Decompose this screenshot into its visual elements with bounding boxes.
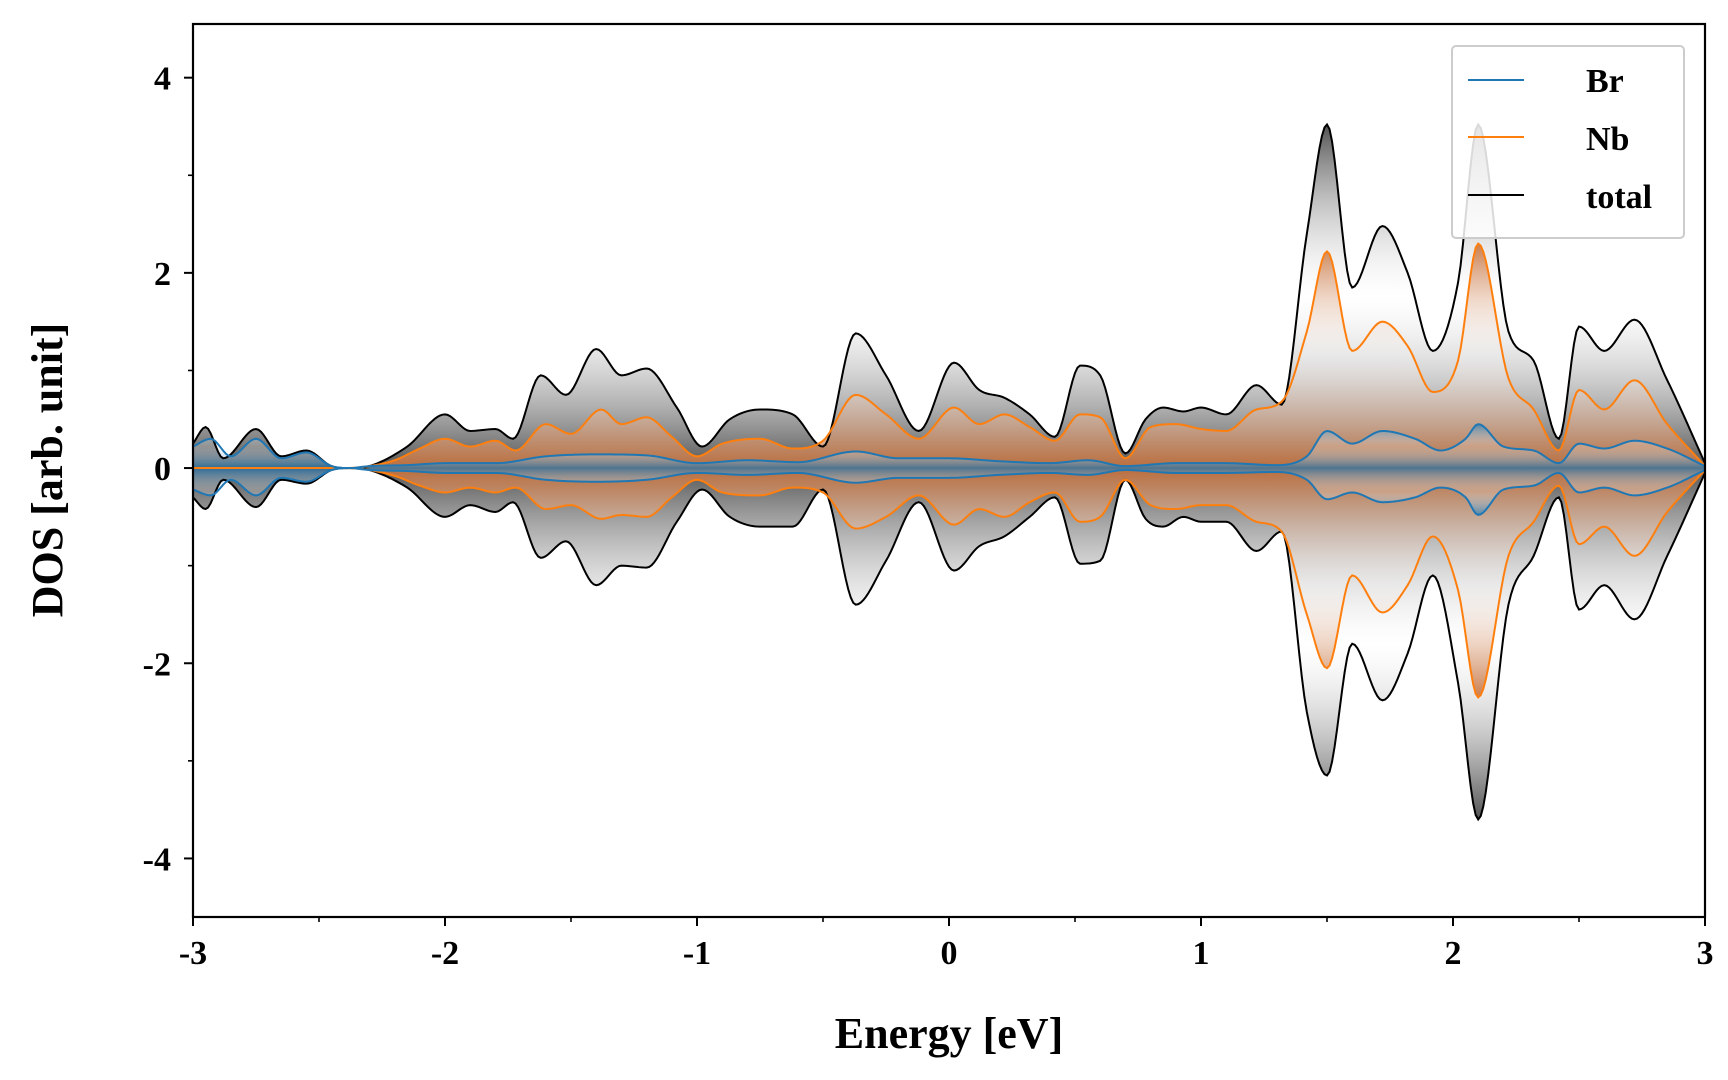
line-total-up	[193, 122, 1705, 470]
line-nb-up	[193, 242, 1705, 470]
x-axis-title: Energy [eV]	[835, 1009, 1064, 1058]
x-tick-label: 1	[1193, 935, 1210, 972]
series-line-br	[193, 423, 1705, 516]
dos-line-layer	[193, 122, 1705, 822]
fill-br-down	[193, 468, 1705, 515]
series-line-total	[193, 122, 1705, 822]
x-tick-label: 2	[1445, 935, 1462, 972]
x-tick-label: 0	[941, 935, 958, 972]
legend-label-br: Br	[1586, 63, 1624, 100]
y-tick-label: -2	[143, 646, 171, 683]
legend: Br Nb total	[1451, 45, 1685, 239]
line-br-up	[193, 423, 1705, 470]
legend-label-nb: Nb	[1586, 121, 1629, 158]
fill-br-up	[193, 424, 1705, 469]
line-nb-down	[193, 467, 1705, 699]
y-tick-label: 2	[154, 256, 171, 293]
y-tick-label: 0	[154, 451, 171, 488]
series-fill-br	[193, 424, 1705, 515]
x-axis: -3 -2 -1 0 1 2 3	[179, 917, 1714, 972]
series-fill-nb	[193, 243, 1705, 698]
y-tick-label: -4	[143, 841, 171, 878]
line-total-down	[193, 467, 1705, 822]
y-axis: -4 -2 0 2 4	[143, 61, 193, 878]
fill-nb-up	[193, 243, 1705, 469]
x-tick-label: -2	[431, 935, 459, 972]
dos-fill-layer	[193, 124, 1705, 820]
fill-nb-down	[193, 468, 1705, 698]
legend-label-total: total	[1586, 179, 1652, 216]
series-line-nb	[193, 242, 1705, 699]
x-tick-label: -1	[683, 935, 711, 972]
y-axis-title: DOS [arb. unit]	[23, 323, 72, 618]
legend-box	[1451, 45, 1685, 239]
line-br-down	[193, 467, 1705, 516]
x-tick-label: -3	[179, 935, 207, 972]
x-tick-label: 3	[1697, 935, 1714, 972]
y-tick-label: 4	[154, 61, 171, 98]
